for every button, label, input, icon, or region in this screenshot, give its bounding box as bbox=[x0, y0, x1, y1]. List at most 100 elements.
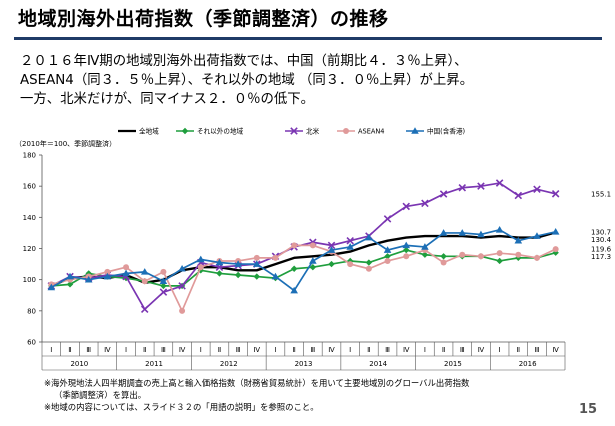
data-point bbox=[140, 268, 149, 275]
data-point bbox=[327, 246, 336, 253]
quarter-label: Ⅳ bbox=[179, 346, 186, 354]
quarter-label: Ⅳ bbox=[403, 346, 410, 354]
page-number: 15 bbox=[579, 402, 598, 417]
data-point bbox=[196, 255, 205, 263]
data-point bbox=[253, 254, 260, 261]
quarter-label: Ⅱ bbox=[68, 346, 71, 354]
data-point bbox=[365, 233, 373, 241]
legend-item: 全地域 bbox=[118, 127, 159, 136]
quarter-label: Ⅱ bbox=[218, 346, 221, 354]
data-point bbox=[347, 261, 354, 268]
data-point bbox=[402, 241, 411, 249]
quarter-label: Ⅰ bbox=[50, 346, 52, 354]
legend-item: それ以外の地域 bbox=[176, 127, 244, 136]
data-point bbox=[160, 268, 167, 275]
data-point bbox=[122, 269, 130, 277]
y-tick-label: 80 bbox=[27, 307, 36, 315]
title-underline bbox=[14, 37, 602, 40]
year-label: 2015 bbox=[444, 360, 462, 368]
data-point bbox=[384, 257, 391, 264]
data-point bbox=[66, 272, 74, 280]
legend-item: 北米 bbox=[285, 127, 320, 136]
data-point bbox=[140, 305, 149, 314]
data-point bbox=[290, 265, 298, 272]
quarter-label: Ⅱ bbox=[143, 346, 146, 354]
data-point bbox=[309, 264, 317, 271]
legend-label: 全地域 bbox=[139, 127, 159, 136]
legend-item: 中国(含香港) bbox=[406, 127, 465, 136]
y-axis: 60 80 100 120 140 160 180 bbox=[23, 152, 43, 347]
quarter-label: Ⅳ bbox=[328, 346, 335, 354]
data-point bbox=[309, 257, 317, 264]
data-point bbox=[272, 254, 279, 261]
data-point bbox=[291, 242, 298, 249]
quarter-label: Ⅲ bbox=[310, 346, 315, 354]
quarter-label: Ⅲ bbox=[460, 346, 465, 354]
footnote-line: ※海外現地法人四半期調査の売上高と輸入価格指数（財務省貿易統計）を用いて主要地域… bbox=[44, 378, 470, 388]
quarter-label: Ⅰ bbox=[499, 346, 501, 354]
data-point bbox=[160, 282, 167, 290]
data-point bbox=[477, 182, 485, 190]
quarter-label: Ⅲ bbox=[385, 346, 390, 354]
x-axis: Ⅰ Ⅱ Ⅲ Ⅳ Ⅰ Ⅱ Ⅲ Ⅳ Ⅰ Ⅱ Ⅲ Ⅳ Ⅰ Ⅱ Ⅲ Ⅳ Ⅰ Ⅱ Ⅲ Ⅳ Ⅰ Ⅱ Ⅲ Ⅳ Ⅰ Ⅱ Ⅲ Ⅳ 2010 2011 2012… bbox=[41, 341, 566, 371]
chart-note: （2010年＝100、季節調整済） bbox=[15, 139, 116, 148]
y-tick-label: 160 bbox=[23, 183, 36, 191]
data-point bbox=[181, 127, 189, 135]
data-point bbox=[346, 236, 354, 245]
year-label: 2016 bbox=[519, 360, 537, 368]
data-point bbox=[458, 229, 467, 236]
data-point bbox=[421, 243, 429, 250]
data-point bbox=[215, 258, 224, 266]
data-point bbox=[384, 253, 391, 260]
data-point bbox=[290, 127, 298, 135]
data-point bbox=[495, 179, 504, 187]
data-point bbox=[365, 265, 372, 272]
data-point bbox=[551, 228, 560, 235]
data-point bbox=[346, 243, 354, 250]
summary-line: 一方、北米だけが、同マイナス２．０％の低下。 bbox=[20, 92, 315, 107]
summary-line: ASEAN4（同３．５％上昇）、それ以外の地域 （同３．０％上昇）が上昇。 bbox=[20, 73, 474, 88]
year-label: 2012 bbox=[220, 360, 238, 368]
data-point bbox=[495, 226, 504, 233]
data-point bbox=[514, 191, 523, 200]
data-point bbox=[551, 190, 560, 198]
data-point bbox=[104, 268, 111, 275]
quarter-label: Ⅱ bbox=[367, 346, 370, 354]
data-point bbox=[477, 230, 485, 238]
quarter-label: Ⅳ bbox=[552, 346, 559, 354]
data-point bbox=[458, 183, 467, 192]
data-point bbox=[459, 251, 466, 258]
y-tick-label: 140 bbox=[23, 214, 36, 222]
data-point bbox=[123, 264, 130, 271]
series-group bbox=[47, 226, 560, 294]
data-point bbox=[309, 242, 316, 249]
year-label: 2014 bbox=[369, 360, 387, 368]
data-point bbox=[552, 249, 559, 256]
summary-text: ２０１６年Ⅳ期の地域別海外出荷指数では、中国（前期比４．３％上昇）、 ASEAN… bbox=[20, 52, 600, 109]
quarter-label: Ⅱ bbox=[517, 346, 520, 354]
quarter-label: Ⅳ bbox=[478, 346, 485, 354]
data-point bbox=[66, 281, 74, 288]
series-line bbox=[51, 244, 557, 312]
footnotes: ※海外現地法人四半期調査の売上高と輸入価格指数（財務省貿易統計）を用いて主要地域… bbox=[44, 377, 469, 414]
data-point bbox=[440, 259, 447, 266]
quarter-label: Ⅳ bbox=[104, 346, 111, 354]
data-point bbox=[533, 254, 540, 261]
data-point bbox=[159, 288, 168, 296]
y-tick-label: 60 bbox=[27, 339, 36, 347]
page-title: 地域別海外出荷指数（季節調整済）の推移 bbox=[18, 8, 389, 30]
year-label: 2011 bbox=[145, 360, 163, 368]
data-point bbox=[343, 128, 349, 134]
quarter-label: Ⅲ bbox=[161, 346, 166, 354]
legend-item: ASEAN4 bbox=[337, 128, 385, 136]
data-point bbox=[234, 260, 242, 267]
quarter-label: Ⅲ bbox=[236, 346, 241, 354]
data-point bbox=[253, 260, 261, 267]
data-point bbox=[440, 253, 447, 260]
data-point bbox=[533, 232, 541, 239]
quarter-label: Ⅰ bbox=[200, 346, 202, 354]
end-value-label: 130.4 bbox=[591, 236, 612, 244]
quarter-label: Ⅲ bbox=[86, 346, 91, 354]
